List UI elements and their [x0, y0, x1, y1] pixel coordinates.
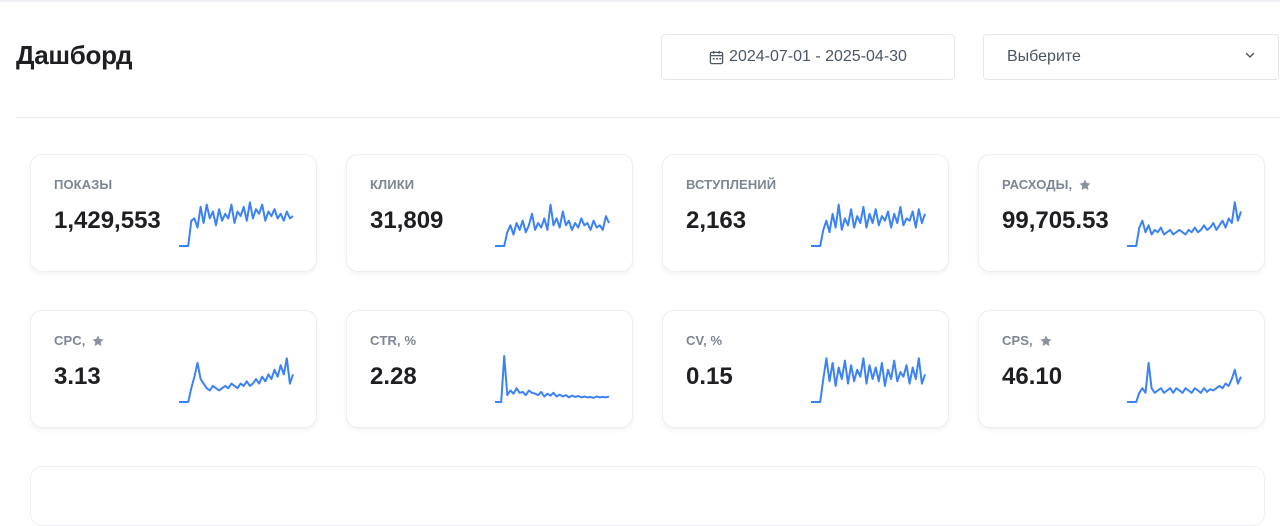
calendar-icon	[709, 50, 724, 65]
metric-card[interactable]: ПОКАЗЫ 1,429,553	[30, 154, 317, 272]
sparkline-series	[811, 357, 926, 403]
metric-label: CTR, %	[370, 333, 416, 348]
sparkline-series	[811, 203, 926, 247]
filter-select[interactable]: Выберите	[983, 34, 1279, 80]
sparkline-series	[1127, 201, 1242, 247]
metric-value: 31,809	[370, 207, 444, 234]
sparkline-chart	[179, 201, 294, 247]
top-border	[0, 0, 1280, 2]
metric-label: CPS,	[1002, 333, 1053, 348]
metric-label-text: CV, %	[686, 333, 723, 348]
metric-card[interactable]: CPC, 3.13	[30, 310, 317, 428]
star-icon[interactable]	[1078, 178, 1092, 192]
header-divider	[16, 117, 1280, 118]
sparkline-chart	[495, 203, 610, 247]
metric-card[interactable]: КЛИКИ 31,809	[346, 154, 633, 272]
metric-value: 99,705.53	[1002, 207, 1109, 234]
metric-card[interactable]: ВСТУПЛЕНИЙ 2,163	[662, 154, 949, 272]
metric-label: ВСТУПЛЕНИЙ	[686, 177, 776, 192]
metric-label: ПОКАЗЫ	[54, 177, 112, 192]
sparkline-chart	[811, 357, 926, 403]
star-icon[interactable]	[1039, 334, 1053, 348]
metric-label-text: КЛИКИ	[370, 177, 415, 192]
date-range-text: 2024-07-01 - 2025-04-30	[729, 48, 907, 65]
select-placeholder: Выберите	[1007, 48, 1081, 65]
chevron-down-icon	[1244, 48, 1256, 66]
sparkline-chart	[495, 355, 610, 403]
sparkline-chart	[811, 203, 926, 247]
metric-label: КЛИКИ	[370, 177, 414, 192]
sparkline-chart	[1127, 201, 1242, 247]
metric-card[interactable]: РАСХОДЫ, 99,705.53	[978, 154, 1265, 272]
date-range-picker[interactable]: 2024-07-01 - 2025-04-30	[661, 34, 955, 80]
sparkline-series	[495, 203, 610, 247]
metric-label: CV, %	[686, 333, 722, 348]
metric-label-text: CTR, %	[370, 333, 417, 348]
metric-label-text: CPC,	[54, 333, 86, 348]
sparkline-series	[179, 357, 294, 403]
metric-label-text: CPS,	[1002, 333, 1033, 348]
metric-label-text: РАСХОДЫ,	[1002, 177, 1073, 192]
sparkline-series	[1127, 361, 1242, 403]
sparkline-series	[179, 201, 294, 247]
star-icon[interactable]	[91, 334, 105, 348]
metric-label-text: ВСТУПЛЕНИЙ	[686, 177, 777, 192]
metric-value: 2,163	[686, 207, 747, 234]
metric-value: 2.28	[370, 363, 417, 390]
metric-value: 46.10	[1002, 363, 1063, 390]
sparkline-chart	[1127, 361, 1242, 403]
metric-label: РАСХОДЫ,	[1002, 177, 1092, 192]
metric-value: 3.13	[54, 363, 101, 390]
metric-card[interactable]: CTR, % 2.28	[346, 310, 633, 428]
page-title: Дашборд	[16, 40, 133, 70]
bottom-panel	[30, 466, 1265, 526]
sparkline-chart	[179, 357, 294, 403]
sparkline-series	[495, 355, 610, 403]
metric-value: 0.15	[686, 363, 733, 390]
metric-label: CPC,	[54, 333, 105, 348]
metric-card[interactable]: CPS, 46.10	[978, 310, 1265, 428]
metric-label-text: ПОКАЗЫ	[54, 177, 113, 192]
metric-card[interactable]: CV, % 0.15	[662, 310, 949, 428]
metric-value: 1,429,553	[54, 207, 161, 234]
